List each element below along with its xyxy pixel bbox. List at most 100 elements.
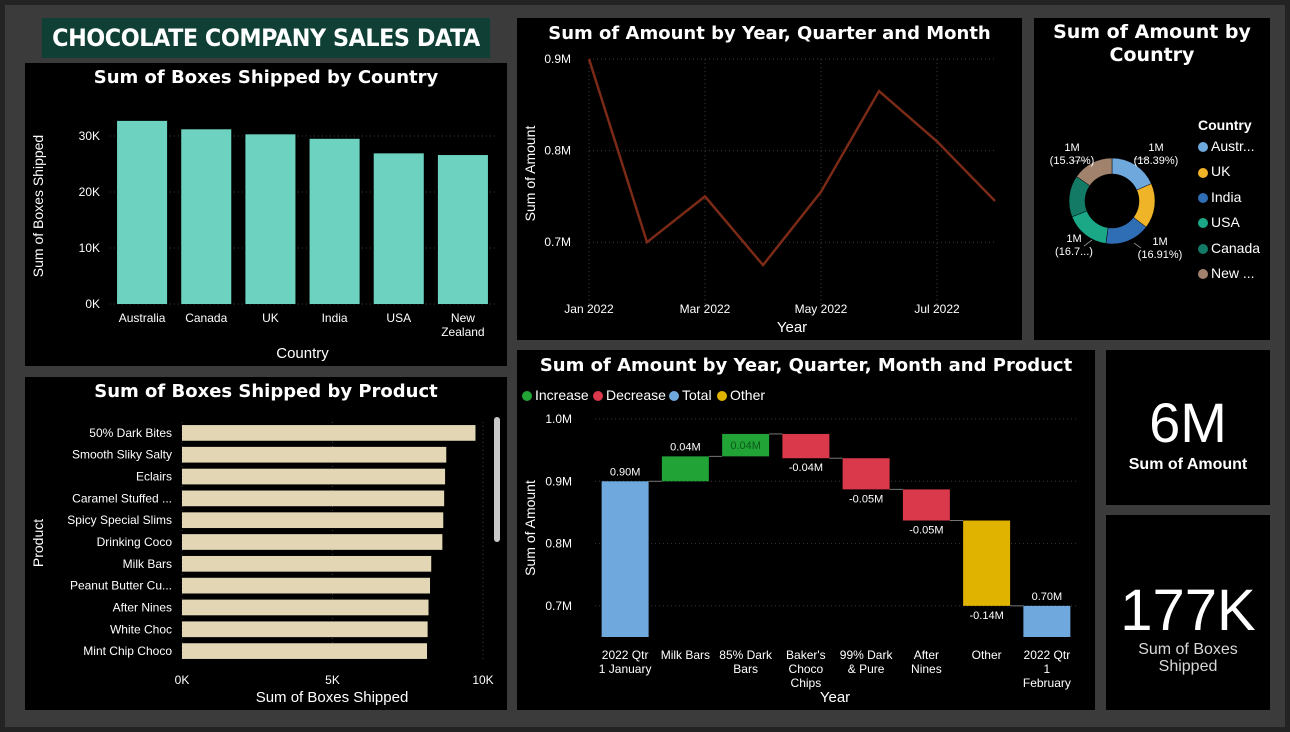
- y-tick-label: 30K: [79, 129, 100, 143]
- legend-dot: [593, 391, 603, 402]
- kpi-amount-card[interactable]: 6M Sum of Amount: [1106, 350, 1270, 505]
- x-tick-label: Other: [972, 648, 1002, 662]
- product-bar: [182, 621, 428, 638]
- legend-label: Other: [730, 387, 766, 403]
- y-tick-label: Peanut Butter Cu...: [70, 579, 172, 593]
- y-tick-label: Eclairs: [136, 470, 172, 484]
- amount-by-country-panel[interactable]: Sum of Amount by Country 1M (18.39%) 1M (16…: [1034, 18, 1270, 340]
- legend-label: Decrease: [606, 387, 666, 403]
- x-tick-label: Chips: [791, 676, 822, 690]
- x-axis-label: Year: [777, 319, 807, 336]
- x-tick-label: New: [451, 311, 475, 325]
- kpi-boxes-card[interactable]: 177K Sum of Boxes Shipped: [1106, 515, 1270, 710]
- x-tick-label: UK: [262, 311, 279, 325]
- donut-data-label-pct: (15.37%): [1050, 155, 1095, 167]
- y-tick-label: 0.9M: [545, 474, 572, 488]
- y-tick-label: 0.8M: [544, 144, 571, 158]
- donut-data-label-pct: (18.39%): [1134, 155, 1179, 167]
- waterfall-data-label: -0.04M: [789, 462, 823, 474]
- amount-by-country-title-line2: Country: [1109, 44, 1195, 66]
- y-axis-label: Sum of Boxes Shipped: [30, 135, 46, 277]
- waterfall-legend-item[interactable]: Total: [669, 387, 712, 403]
- x-tick-label: Bars: [733, 662, 758, 676]
- y-tick-label: White Choc: [110, 622, 172, 636]
- waterfall-data-label: 0.70M: [1032, 591, 1063, 603]
- x-axis-label: Country: [276, 345, 329, 362]
- y-tick-label: 0.9M: [544, 52, 571, 66]
- amount-by-country-title-line1: Sum of Amount by: [1053, 21, 1251, 43]
- donut-legend-title: Country: [1198, 117, 1252, 133]
- y-tick-label: 0K: [85, 297, 100, 311]
- x-tick-label: Choco: [789, 662, 824, 676]
- boxes-by-country-title: Sum of Boxes Shipped by Country: [93, 67, 439, 88]
- y-tick-label: Drinking Coco: [97, 535, 173, 549]
- x-tick-label: Nines: [911, 662, 942, 676]
- legend-dot: [1198, 218, 1208, 229]
- y-axis-label: Sum of Amount: [522, 480, 538, 576]
- boxes-by-product-panel[interactable]: Sum of Boxes Shipped by Product 0K 5K 10K 5…: [25, 377, 507, 710]
- waterfall-legend-item[interactable]: Decrease: [593, 387, 666, 403]
- waterfall-data-label: -0.14M: [970, 610, 1004, 622]
- y-tick-label: 0.7M: [545, 599, 572, 613]
- waterfall-bar-increase: [722, 433, 770, 457]
- x-tick-label: 2022 Qtr: [602, 648, 649, 662]
- x-tick-label: India: [322, 311, 348, 325]
- legend-dot: [1198, 193, 1208, 204]
- product-bar: [182, 534, 443, 550]
- waterfall-data-label: 0.04M: [730, 440, 761, 452]
- legend-dot: [522, 391, 532, 402]
- kpi-boxes-value: 177K: [1120, 578, 1256, 643]
- x-tick-label: May 2022: [795, 302, 848, 316]
- legend-label: New ...: [1211, 265, 1255, 281]
- waterfall-legend-item[interactable]: Other: [717, 387, 765, 403]
- waterfall-bar-other: [963, 520, 1011, 606]
- y-tick-label: 0.8M: [545, 537, 572, 551]
- legend-label: Increase: [535, 387, 589, 403]
- x-tick-label: Canada: [185, 311, 227, 325]
- donut-legend-item[interactable]: New ...: [1198, 265, 1255, 281]
- bar-usa: [373, 153, 424, 304]
- legend-dot: [1198, 243, 1208, 254]
- legend-dot: [669, 391, 679, 402]
- waterfall-bar-decrease: [782, 433, 830, 459]
- dashboard-title: CHOCOLATE COMPANY SALES DATA: [41, 18, 491, 58]
- boxes-by-country-chart: 0K 10K 20K 30K Australia Canada UK India USA NewZ…: [30, 120, 495, 362]
- waterfall-bar-decrease: [902, 489, 950, 521]
- waterfall-bar-total: [601, 481, 649, 637]
- donut-legend-item[interactable]: Austr...: [1198, 138, 1255, 154]
- x-tick-label: 99% Dark: [840, 648, 894, 662]
- x-tick-label: 10K: [472, 673, 493, 687]
- x-tick-label: Mar 2022: [680, 302, 731, 316]
- x-tick-label: 1: [1044, 662, 1051, 676]
- product-bar: [182, 468, 446, 485]
- waterfall-legend-item[interactable]: Increase: [522, 387, 589, 403]
- x-tick-label: 1 January: [599, 662, 652, 676]
- x-tick-label: USA: [386, 311, 411, 325]
- product-scrollbar[interactable]: [494, 417, 500, 542]
- donut-legend-item[interactable]: UK: [1198, 163, 1230, 179]
- x-tick-label: Zealand: [441, 325, 484, 339]
- waterfall-data-label: 0.90M: [610, 466, 641, 478]
- donut-legend-item[interactable]: India: [1198, 189, 1241, 205]
- amount-by-month-title: Sum of Amount by Year, Quarter and Month: [548, 23, 991, 44]
- amount-by-month-panel[interactable]: Sum of Amount by Year, Quarter and Month…: [517, 18, 1022, 340]
- kpi-boxes-label-line2: Shipped: [1158, 658, 1218, 675]
- waterfall-bar-decrease: [842, 458, 890, 490]
- waterfall-bar-total: [1023, 605, 1071, 637]
- waterfall-panel[interactable]: Sum of Amount by Year, Quarter, Month an…: [517, 350, 1095, 710]
- donut-legend-item[interactable]: USA: [1198, 214, 1240, 230]
- kpi-amount-label: Sum of Amount: [1128, 456, 1248, 473]
- waterfall-data-label: -0.05M: [909, 525, 943, 537]
- y-tick-label: Caramel Stuffed ...: [72, 491, 172, 505]
- kpi-boxes-label-line1: Sum of Boxes: [1138, 641, 1238, 658]
- legend-label: Canada: [1211, 239, 1261, 256]
- product-bar: [182, 512, 444, 529]
- waterfall-data-label: 0.04M: [670, 441, 701, 453]
- bar-uk: [245, 134, 296, 304]
- boxes-by-country-panel[interactable]: Sum of Boxes Shipped by Country 0K 10K 20K…: [25, 63, 507, 366]
- x-tick-label: Milk Bars: [661, 648, 710, 662]
- x-tick-label: Jan 2022: [564, 302, 614, 316]
- donut-legend-item[interactable]: Canada: [1198, 240, 1260, 256]
- amount-by-country-chart: 1M(18.39%)1M(16.91%)1M(16.7...)1M(15.37%…: [1050, 142, 1183, 261]
